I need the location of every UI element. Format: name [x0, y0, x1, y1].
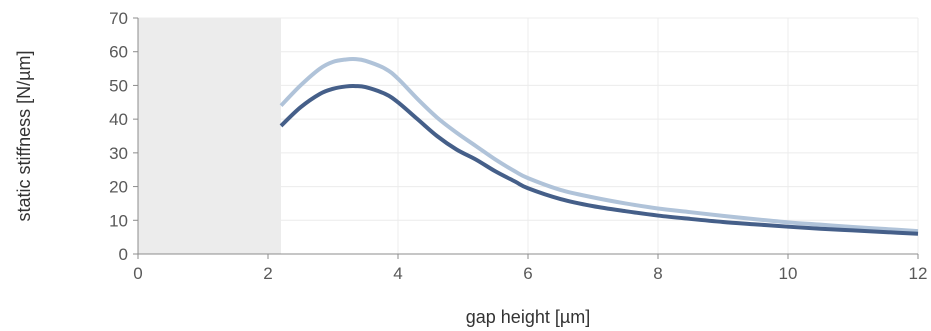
y-tick-label-20: 20	[109, 178, 128, 197]
y-tick-label-0: 0	[119, 245, 128, 264]
y-tick-label-10: 10	[109, 211, 128, 230]
y-tick-label-40: 40	[109, 110, 128, 129]
x-axis-label: gap height [µm]	[466, 307, 590, 327]
x-tick-label-6: 6	[523, 264, 532, 283]
y-axis-label: static stiffness [N/µm]	[14, 50, 34, 221]
y-tick-label-50: 50	[109, 76, 128, 95]
x-tick-label-2: 2	[263, 264, 272, 283]
x-tick-label-0: 0	[133, 264, 142, 283]
series-line-1	[279, 57, 919, 234]
series-line-2	[279, 84, 919, 236]
shaded-region	[138, 18, 281, 254]
y-tick-label-60: 60	[109, 43, 128, 62]
x-tick-label-10: 10	[779, 264, 798, 283]
y-tick-label-70: 70	[109, 9, 128, 28]
x-tick-label-12: 12	[909, 264, 928, 283]
y-tick-label-30: 30	[109, 144, 128, 163]
x-tick-label-8: 8	[653, 264, 662, 283]
x-tick-label-4: 4	[393, 264, 402, 283]
